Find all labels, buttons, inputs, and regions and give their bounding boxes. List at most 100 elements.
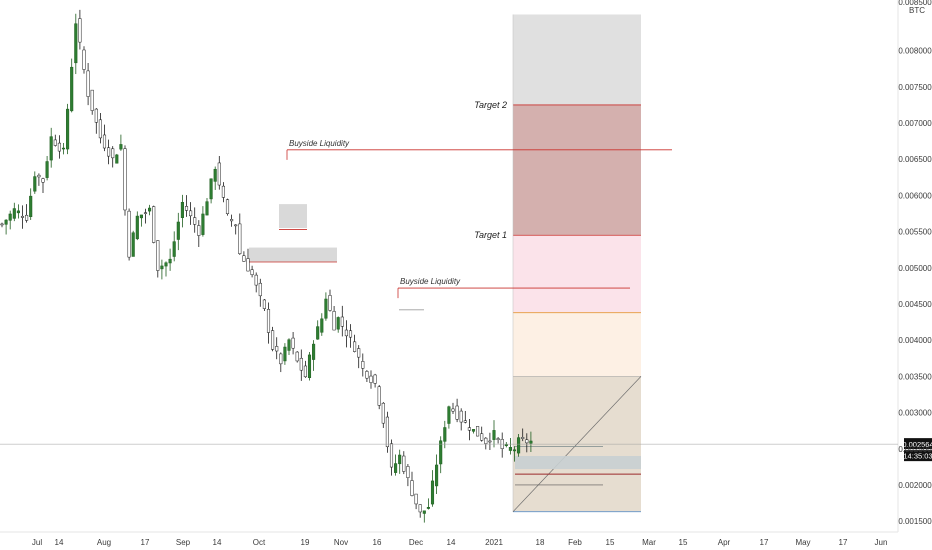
candle-body bbox=[426, 507, 430, 509]
candle-body bbox=[107, 147, 111, 157]
x-tick-label: Nov bbox=[334, 538, 348, 547]
candle-body bbox=[324, 298, 328, 319]
candle-body bbox=[365, 371, 369, 379]
candle-body bbox=[213, 168, 217, 182]
candle-body bbox=[152, 206, 156, 243]
x-tick-label: Apr bbox=[718, 538, 731, 547]
candle-body bbox=[471, 429, 476, 432]
candle-body bbox=[111, 148, 115, 159]
candle-body bbox=[287, 339, 291, 351]
y-tick-label: 0.001500 bbox=[898, 517, 932, 526]
order-block-1 bbox=[279, 204, 307, 228]
x-tick-label: Oct bbox=[253, 538, 266, 547]
candle-body bbox=[16, 210, 20, 214]
y-tick-label: 0.005000 bbox=[898, 264, 932, 273]
candle-body bbox=[361, 361, 365, 369]
candle-body bbox=[373, 374, 377, 384]
x-tick-label: 14 bbox=[447, 538, 456, 547]
candle-body bbox=[529, 440, 533, 444]
y-tick-label: 0.002500 bbox=[898, 445, 932, 454]
candle-body bbox=[279, 353, 283, 365]
candle-body bbox=[295, 351, 299, 362]
zone-0 bbox=[513, 14, 641, 105]
y-tick-label: 0.002000 bbox=[898, 481, 932, 490]
candle-body bbox=[234, 224, 238, 227]
x-tick-label: Dec bbox=[409, 538, 423, 547]
x-tick-label: 17 bbox=[760, 538, 769, 547]
candle-body bbox=[262, 299, 266, 309]
candle-body bbox=[115, 154, 119, 164]
candles bbox=[0, 9, 533, 523]
candle-body bbox=[348, 330, 353, 338]
candle-body bbox=[66, 108, 70, 150]
candle-body bbox=[271, 330, 275, 350]
candle-body bbox=[381, 402, 385, 424]
candle-body bbox=[283, 346, 287, 362]
candle-body bbox=[139, 214, 143, 219]
candle-body bbox=[488, 440, 492, 443]
candle-body bbox=[37, 174, 41, 178]
candle-body bbox=[82, 49, 86, 70]
x-tick-label: Jun bbox=[875, 538, 888, 547]
candle-body bbox=[291, 337, 295, 349]
buyside-liquidity-label-1: Buyside Liquidity bbox=[289, 139, 350, 148]
zone-1 bbox=[513, 104, 641, 236]
x-tick-label: 2021 bbox=[485, 538, 503, 547]
x-tick-label: 17 bbox=[839, 538, 848, 547]
candle-body bbox=[484, 437, 488, 444]
candle-body bbox=[168, 258, 172, 264]
candle-body bbox=[303, 365, 307, 378]
candle-body bbox=[525, 439, 529, 444]
candle-body bbox=[53, 139, 57, 146]
candle-body bbox=[307, 354, 312, 378]
candle-body bbox=[41, 178, 45, 183]
candle-body bbox=[98, 119, 102, 139]
candle-body bbox=[221, 185, 225, 198]
y-tick-label: 0.006500 bbox=[898, 155, 932, 164]
candle-body bbox=[225, 199, 230, 214]
candle-body bbox=[184, 206, 189, 211]
candle-body bbox=[246, 258, 250, 272]
x-tick-label: 14 bbox=[55, 538, 64, 547]
candle-body bbox=[230, 219, 234, 222]
candle-body bbox=[418, 504, 422, 513]
candle-body bbox=[4, 219, 8, 225]
candle-body bbox=[451, 408, 455, 412]
candle-body bbox=[176, 221, 180, 240]
candle-body bbox=[467, 427, 471, 431]
candle-body bbox=[94, 108, 98, 123]
demand-zone bbox=[515, 456, 641, 470]
candle-body bbox=[123, 148, 127, 211]
x-tick-label: Jul bbox=[32, 538, 42, 547]
countdown-box bbox=[904, 450, 932, 462]
x-tick-label: 19 bbox=[301, 538, 310, 547]
candle-body bbox=[398, 454, 402, 465]
x-tick-label: Sep bbox=[176, 538, 191, 547]
x-tick-label: Mar bbox=[642, 538, 656, 547]
candle-body bbox=[160, 265, 164, 270]
candle-body bbox=[340, 316, 344, 327]
candle-body bbox=[70, 66, 74, 112]
candle-body bbox=[180, 202, 184, 218]
candle-body bbox=[57, 142, 61, 152]
y-tick-label: 0.007000 bbox=[898, 119, 932, 128]
candle-body bbox=[127, 210, 131, 258]
candle-body bbox=[164, 262, 168, 267]
candle-body bbox=[61, 147, 66, 150]
candle-body bbox=[197, 225, 201, 236]
y-tick-label: 0.005500 bbox=[898, 228, 932, 237]
y-tick-label: 0.003000 bbox=[898, 409, 932, 418]
candle-body bbox=[8, 213, 12, 221]
candle-body bbox=[143, 212, 148, 214]
x-tick-label: 14 bbox=[213, 538, 222, 547]
candle-body bbox=[459, 410, 463, 423]
candle-body bbox=[266, 309, 271, 333]
candle-body bbox=[422, 510, 426, 514]
candle-body bbox=[238, 223, 242, 254]
candle-body bbox=[443, 427, 447, 442]
order-block-2 bbox=[249, 247, 337, 263]
x-tick-label: 16 bbox=[373, 538, 382, 547]
candle-body bbox=[299, 357, 303, 371]
